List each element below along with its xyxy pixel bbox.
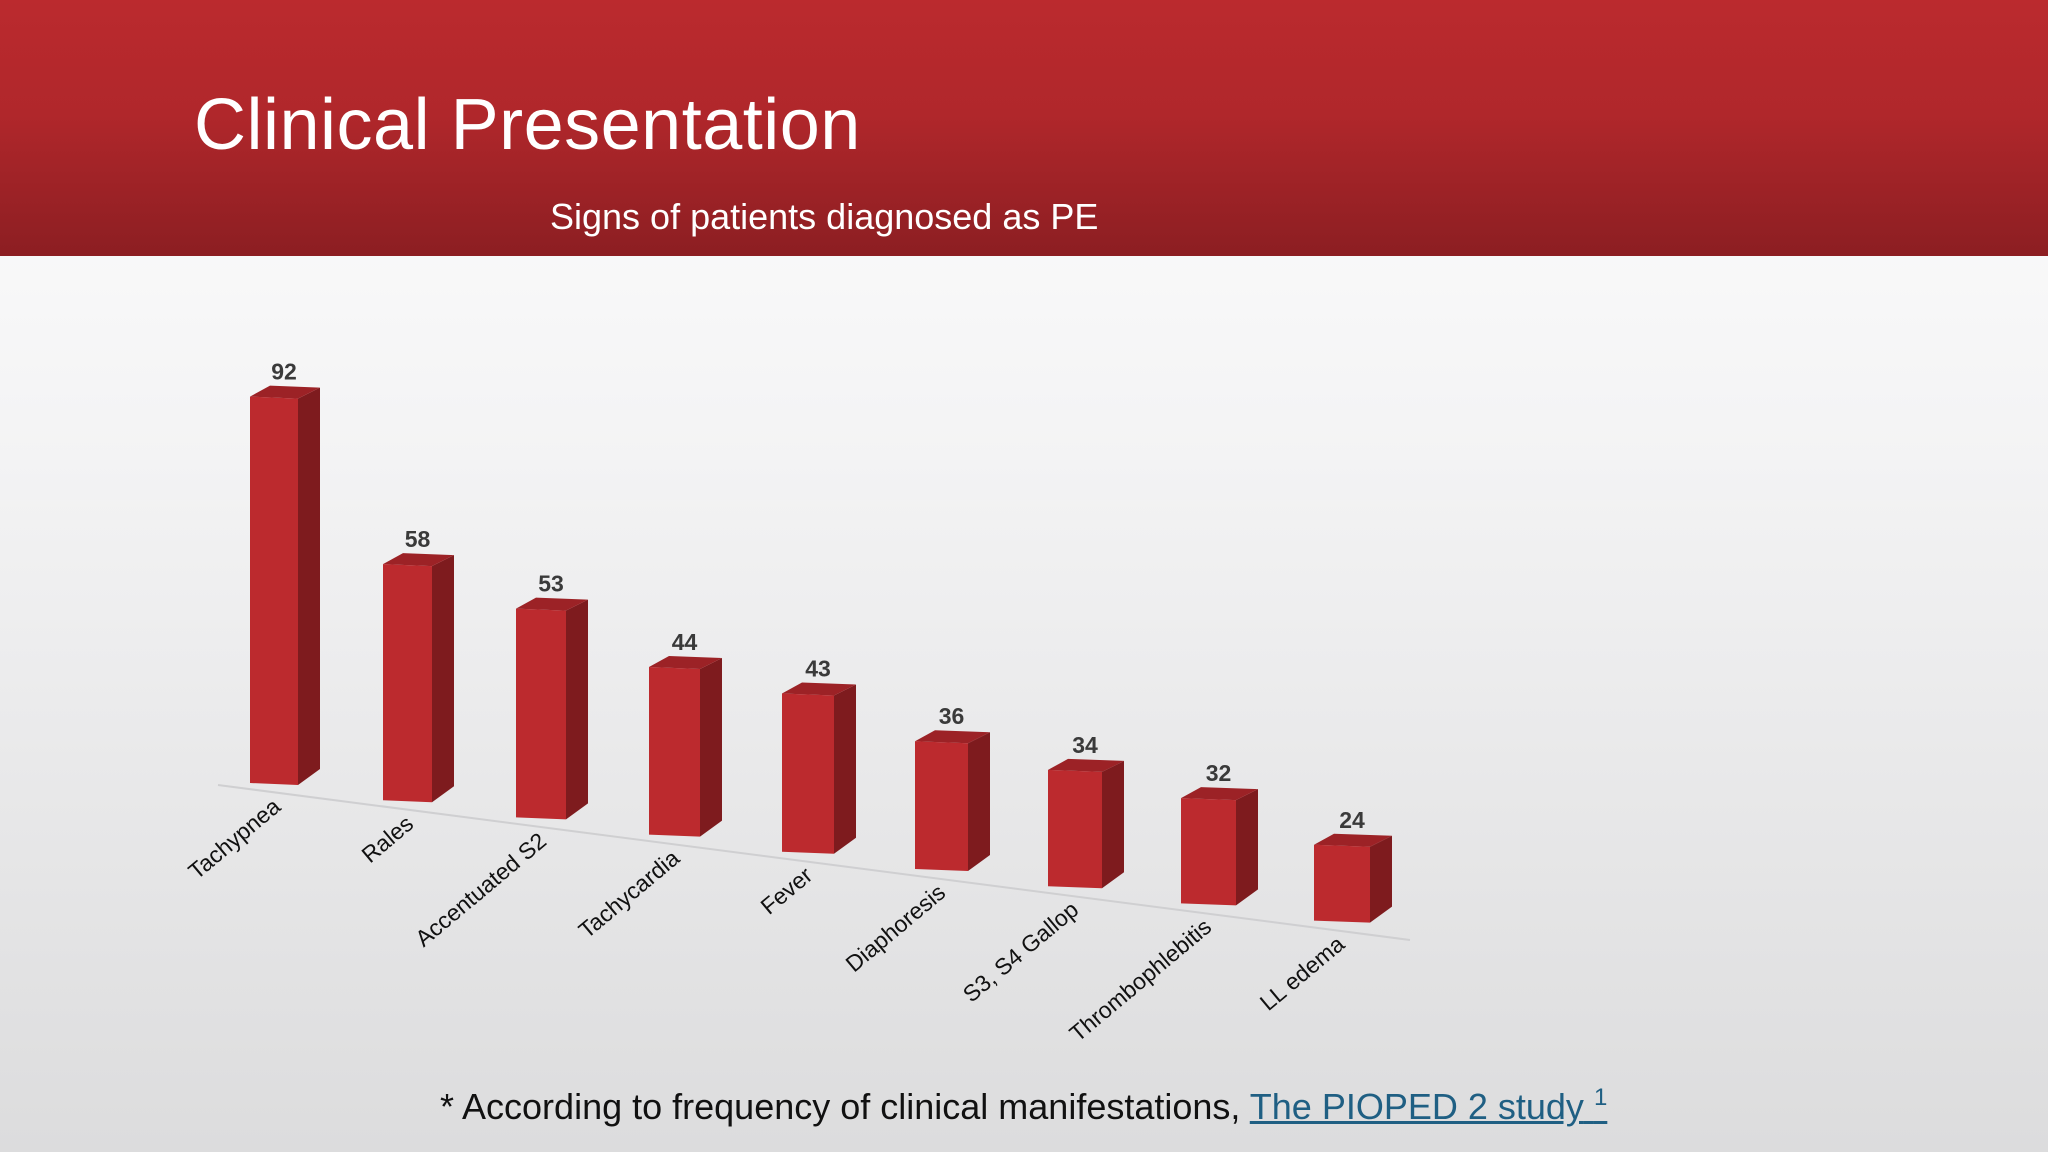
bar-s3-s4-gallop: [1048, 758, 1124, 889]
bar-top-face: [915, 730, 990, 744]
footnote: * According to frequency of clinical man…: [440, 1084, 1607, 1128]
bar-side-face: [1102, 760, 1124, 889]
chart-floor-line: [217, 784, 1411, 941]
bar-top-face: [383, 553, 454, 567]
data-label: 34: [1072, 732, 1098, 758]
bar-top-face: [250, 385, 320, 399]
bar-tachypnea: [250, 385, 320, 785]
category-label: Accentuated S2: [410, 827, 551, 951]
bar-side-face: [1370, 835, 1392, 923]
reference-superscript: 1: [1593, 1084, 1608, 1111]
bar-diaphoresis: [915, 730, 990, 871]
bar-front-face: [915, 741, 968, 871]
bar-thrombophlebitis: [1181, 787, 1258, 906]
data-label: 53: [538, 571, 564, 597]
category-label: Diaphoresis: [840, 879, 950, 977]
chart-subtitle: Signs of patients diagnosed as PE: [550, 196, 1099, 237]
category-label: LL edema: [1255, 930, 1350, 1015]
slide-title: Clinical Presentation: [194, 85, 861, 165]
bar-chart: 92 Tachypnea 58 Rales 53 Accentuated S2 44 Tach…: [183, 359, 1411, 1047]
bar-front-face: [516, 608, 566, 820]
bar-front-face: [1314, 844, 1370, 923]
bar-side-face: [1236, 789, 1258, 906]
category-label: S3, S4 Gallop: [958, 896, 1083, 1007]
bar-front-face: [782, 693, 834, 854]
data-label: 58: [405, 526, 431, 552]
data-label: 44: [672, 629, 698, 655]
pioped-link-text: The PIOPED 2 study: [1249, 1086, 1584, 1127]
bar-accentuated-s2: [516, 597, 588, 820]
bar-front-face: [1181, 798, 1236, 906]
bar-side-face: [566, 599, 588, 820]
bar-rales: [383, 553, 454, 803]
bar-top-face: [1181, 787, 1258, 801]
slide-header: Clinical Presentation Signs of patients …: [0, 0, 2048, 256]
bar-side-face: [298, 387, 320, 785]
bar-side-face: [432, 555, 454, 803]
bar-ll-edema: [1314, 833, 1392, 923]
data-label: 36: [939, 703, 965, 729]
category-label: Fever: [755, 861, 817, 919]
bar-fever: [782, 682, 856, 854]
bar-top-face: [516, 597, 588, 611]
data-label: 92: [271, 359, 297, 385]
bar-top-face: [782, 682, 856, 696]
bar-front-face: [383, 564, 432, 803]
category-label: Thrombophlebitis: [1064, 913, 1216, 1046]
pioped-study-link[interactable]: The PIOPED 2 study 1: [1249, 1084, 1608, 1127]
category-label: Rales: [356, 810, 418, 868]
category-label: Tachypnea: [183, 793, 285, 885]
bar-top-face: [649, 655, 722, 669]
bar-tachycardia: [649, 655, 722, 837]
data-label: 43: [805, 656, 831, 682]
bar-side-face: [834, 684, 856, 854]
bar-front-face: [1048, 769, 1102, 889]
bar-side-face: [968, 732, 990, 871]
category-label: Tachycardia: [573, 844, 684, 943]
bar-front-face: [250, 396, 298, 785]
bar-top-face: [1048, 758, 1124, 772]
footnote-text: * According to frequency of clinical man…: [440, 1086, 1250, 1127]
data-label: 24: [1339, 807, 1365, 833]
bar-side-face: [700, 657, 722, 837]
bar-front-face: [649, 666, 700, 837]
bar-top-face: [1314, 833, 1392, 847]
data-label: 32: [1206, 760, 1232, 786]
